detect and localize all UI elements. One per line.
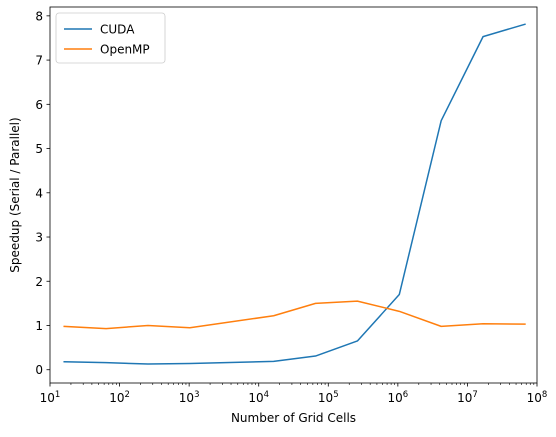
y-tick-label: 4 [35, 186, 43, 200]
x-tick-label: 105 [318, 390, 339, 405]
legend-label-openmp: OpenMP [100, 43, 150, 57]
x-tick-label: 101 [40, 390, 61, 405]
y-tick-label: 2 [35, 275, 43, 289]
y-tick-label: 8 [35, 9, 43, 23]
axes: 101 102 103 104 105 106 107 108 0 1 2 3 4 5 6 7 8 [35, 6, 548, 405]
y-tick-label: 7 [35, 54, 43, 68]
legend-box [55, 12, 166, 64]
y-tick-label: 3 [35, 231, 43, 245]
x-tick-label: 102 [109, 390, 130, 405]
y-axis-label: Speedup (Serial / Parallel) [8, 117, 22, 272]
y-tick-label: 0 [35, 363, 43, 377]
x-axis-label: Number of Grid Cells [231, 411, 356, 425]
y-tick-label: 5 [35, 142, 43, 156]
x-tick-label: 107 [457, 390, 478, 405]
x-tick-label: 106 [388, 390, 409, 405]
plot-frame [49, 6, 538, 384]
legend: CUDA OpenMP [55, 12, 166, 64]
y-tick-label: 6 [35, 98, 43, 112]
x-tick-label: 103 [179, 390, 200, 405]
x-tick-label: 104 [248, 390, 269, 405]
y-tick-label: 1 [35, 319, 43, 333]
x-tick-label: 108 [527, 390, 548, 405]
plot-area [63, 23, 526, 365]
legend-label-cuda: CUDA [100, 23, 135, 37]
